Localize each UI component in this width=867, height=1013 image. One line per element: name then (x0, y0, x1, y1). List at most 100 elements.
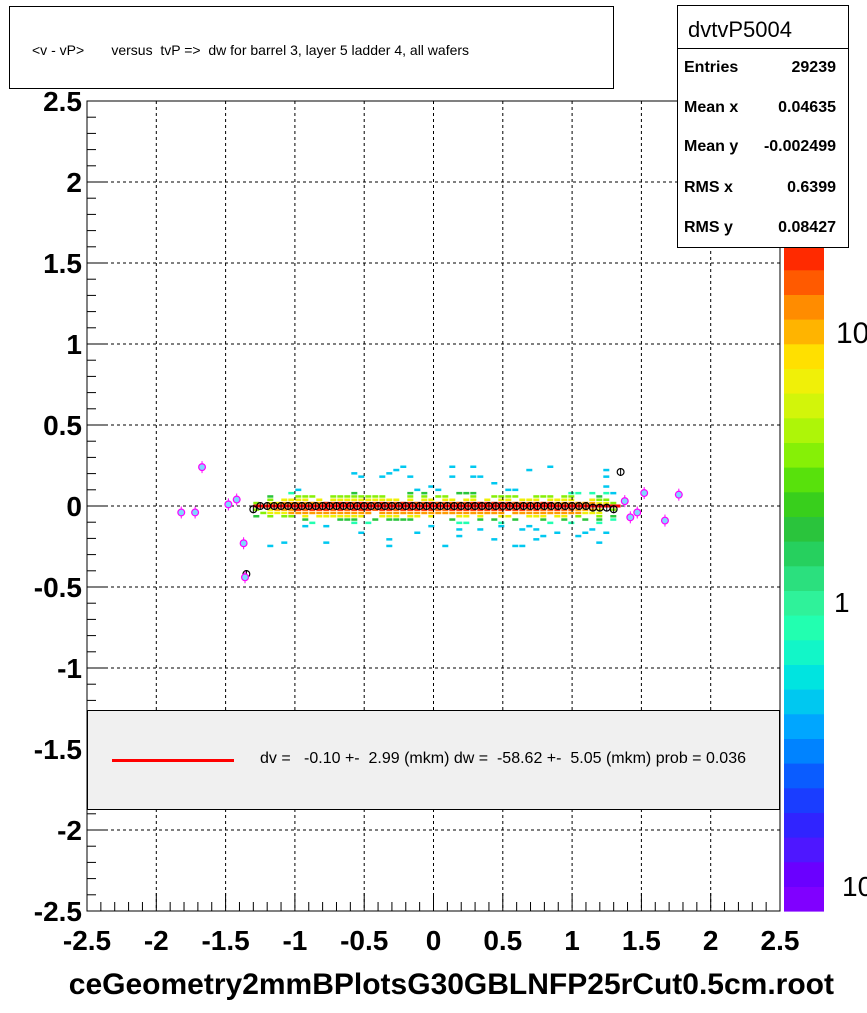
density-cell (442, 511, 449, 515)
density-cell (358, 508, 365, 511)
density-cell (477, 511, 484, 515)
density-cell (288, 498, 295, 501)
density-cell (540, 518, 547, 521)
density-cell (498, 521, 505, 525)
density-cell (372, 495, 379, 498)
density-cell (358, 498, 365, 501)
density-cell (442, 495, 449, 498)
y-tick-label: 2.5 (43, 86, 82, 117)
y-tick-label: 0 (66, 491, 82, 522)
outlier-point (241, 573, 250, 582)
density-cell (351, 511, 358, 515)
outlier-point (224, 500, 233, 509)
density-cell (568, 521, 575, 525)
stats-label: Entries (684, 59, 739, 76)
density-cell (358, 501, 365, 505)
density-cell (491, 518, 498, 521)
density-cell (456, 521, 463, 525)
density-cell (449, 465, 456, 468)
density-cell (274, 508, 281, 511)
density-cell (337, 515, 344, 518)
colorbar-label: 1 (834, 587, 850, 618)
density-cell (365, 511, 372, 515)
density-cell (505, 495, 512, 498)
density-cell (295, 501, 302, 505)
density-cell (526, 515, 533, 518)
density-cell (337, 508, 344, 511)
density-cell (386, 544, 393, 548)
density-cell (470, 465, 477, 468)
density-cell (547, 498, 554, 501)
density-cell (351, 495, 358, 498)
density-cell (540, 511, 547, 515)
density-cell (267, 508, 274, 511)
density-cell (295, 498, 302, 501)
density-cell (484, 508, 491, 511)
density-cell (351, 508, 358, 511)
fit-legend-line (112, 759, 234, 762)
colorbar-step (784, 491, 824, 517)
colorbar-step (784, 639, 824, 665)
density-cell (288, 511, 295, 515)
x-tick-label: -1 (282, 925, 307, 956)
density-cell (344, 511, 351, 515)
density-cell (323, 541, 330, 544)
colorbar-step (784, 565, 824, 591)
density-cell (470, 511, 477, 515)
density-cell (267, 511, 274, 515)
density-cell (302, 515, 309, 518)
density-cell (512, 511, 519, 515)
x-tick-label: 0.5 (483, 925, 522, 956)
stats-label: Mean x (684, 99, 739, 116)
density-cell (323, 501, 330, 505)
density-cell (316, 498, 323, 501)
density-cell (449, 498, 456, 501)
density-cell (330, 501, 337, 505)
x-tick-label: -0.5 (340, 925, 388, 956)
y-tick-label: -2 (57, 815, 82, 846)
density-cell (610, 515, 617, 518)
density-cell (477, 528, 484, 531)
density-cell (428, 524, 435, 528)
y-tick-label: 2 (66, 167, 82, 198)
density-cell (491, 511, 498, 515)
density-cell (589, 491, 596, 495)
fit-result-text: dv = -0.10 +- 2.99 (mkm) dw = -58.62 +- … (260, 750, 746, 767)
density-cell (407, 508, 414, 511)
density-cell (393, 468, 400, 472)
density-cell (267, 544, 274, 548)
density-cell (260, 511, 267, 515)
density-cell (316, 501, 323, 505)
density-cell (344, 495, 351, 498)
density-cell (330, 498, 337, 501)
colorbar-label: 10 (842, 871, 867, 902)
density-cell (603, 531, 610, 534)
density-cell (575, 491, 582, 495)
density-cell (421, 495, 428, 498)
outlier-point (191, 508, 200, 517)
outlier-point (660, 516, 669, 525)
stats-name: dvtvP5004 (688, 17, 792, 42)
density-cell (393, 515, 400, 518)
colorbar-step (784, 837, 824, 863)
density-cell (540, 515, 547, 518)
density-cell (449, 511, 456, 515)
colorbar-step (784, 812, 824, 838)
density-cell (407, 511, 414, 515)
density-cell (603, 475, 610, 478)
density-cell (302, 518, 309, 521)
density-cell (491, 482, 498, 485)
density-cell (365, 501, 372, 505)
colorbar-step (784, 738, 824, 764)
stats-row-rms-y: RMS y 0.08427 (684, 219, 836, 239)
density-cell (519, 498, 526, 501)
stats-row-mean-x: Mean x 0.04635 (684, 99, 836, 119)
colorbar-step (784, 442, 824, 468)
colorbar-step (784, 886, 824, 912)
density-cell (365, 508, 372, 511)
density-cell (568, 498, 575, 501)
density-cell (498, 511, 505, 515)
x-tick-label: 1.5 (622, 925, 661, 956)
density-cell (407, 515, 414, 518)
density-cell (267, 501, 274, 505)
